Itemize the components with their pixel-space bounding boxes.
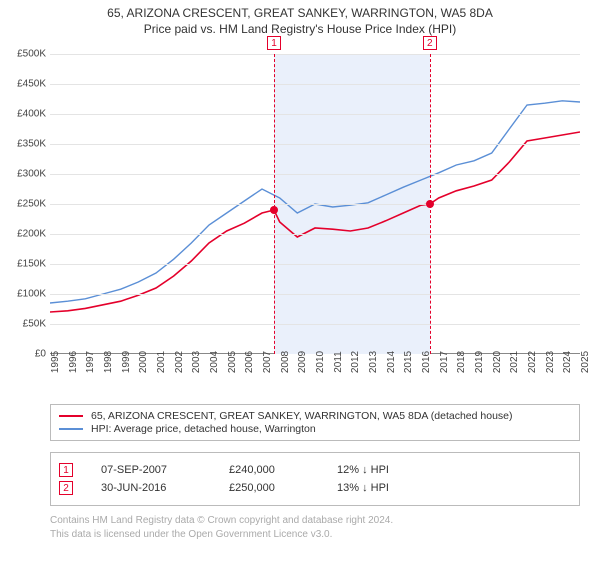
legend-row: HPI: Average price, detached house, Warr…: [59, 423, 571, 435]
legend-swatch: [59, 415, 83, 417]
chart-subtitle: Price paid vs. HM Land Registry's House …: [0, 22, 600, 36]
marker-id-box: 1: [59, 463, 73, 477]
gridline: [50, 174, 580, 175]
gridline: [50, 294, 580, 295]
x-axis-label: 2001: [156, 351, 167, 373]
y-axis-label: £500K: [2, 49, 46, 60]
marker-date: 07-SEP-2007: [101, 464, 201, 476]
gridline: [50, 204, 580, 205]
series-line: [50, 101, 580, 303]
marker-id-box: 2: [59, 481, 73, 495]
marker-diff: 13% ↓ HPI: [337, 482, 457, 494]
y-axis-label: £150K: [2, 259, 46, 270]
attribution: Contains HM Land Registry data © Crown c…: [50, 514, 580, 541]
legend-swatch: [59, 428, 83, 430]
x-axis-label: 1996: [68, 351, 79, 373]
x-axis-label: 2023: [545, 351, 556, 373]
x-axis-label: 2008: [280, 351, 291, 373]
x-axis-label: 2010: [315, 351, 326, 373]
legend-series-box: 65, ARIZONA CRESCENT, GREAT SANKEY, WARR…: [50, 404, 580, 441]
marker-price: £250,000: [229, 482, 309, 494]
x-axis-label: 2002: [174, 351, 185, 373]
y-axis-label: £450K: [2, 79, 46, 90]
attribution-line: Contains HM Land Registry data © Crown c…: [50, 514, 580, 528]
chart-area: £0£50K£100K£150K£200K£250K£300K£350K£400…: [50, 54, 580, 384]
gridline: [50, 54, 580, 55]
x-axis-label: 2000: [138, 351, 149, 373]
y-axis-label: £200K: [2, 229, 46, 240]
x-axis-label: 1999: [121, 351, 132, 373]
marker-date: 30-JUN-2016: [101, 482, 201, 494]
legend-row: 65, ARIZONA CRESCENT, GREAT SANKEY, WARR…: [59, 410, 571, 422]
x-axis-label: 2025: [580, 351, 591, 373]
marker-price: £240,000: [229, 464, 309, 476]
marker-table-row: 1 07-SEP-2007 £240,000 12% ↓ HPI: [59, 463, 571, 477]
x-axis-label: 2019: [474, 351, 485, 373]
gridline: [50, 144, 580, 145]
y-axis-label: £0: [2, 349, 46, 360]
marker-diff: 12% ↓ HPI: [337, 464, 457, 476]
x-axis-label: 1995: [50, 351, 61, 373]
x-axis-label: 2017: [439, 351, 450, 373]
x-axis-label: 1997: [85, 351, 96, 373]
legend-label: HPI: Average price, detached house, Warr…: [91, 423, 316, 435]
y-axis-label: £300K: [2, 169, 46, 180]
marker-table: 1 07-SEP-2007 £240,000 12% ↓ HPI 2 30-JU…: [50, 452, 580, 506]
y-axis-label: £350K: [2, 139, 46, 150]
chart-container: 65, ARIZONA CRESCENT, GREAT SANKEY, WARR…: [0, 6, 600, 566]
gridline: [50, 84, 580, 85]
x-axis-label: 1998: [103, 351, 114, 373]
x-axis-label: 2012: [350, 351, 361, 373]
x-axis-label: 2022: [527, 351, 538, 373]
legend-label: 65, ARIZONA CRESCENT, GREAT SANKEY, WARR…: [91, 410, 513, 422]
marker-vline: [274, 54, 275, 354]
gridline: [50, 324, 580, 325]
x-axis-label: 2021: [509, 351, 520, 373]
y-axis-label: £100K: [2, 289, 46, 300]
x-axis-label: 2007: [262, 351, 273, 373]
x-axis-label: 2003: [191, 351, 202, 373]
y-axis-label: £400K: [2, 109, 46, 120]
attribution-line: This data is licensed under the Open Gov…: [50, 528, 580, 542]
x-axis-label: 2015: [403, 351, 414, 373]
x-axis-label: 2020: [492, 351, 503, 373]
marker-table-row: 2 30-JUN-2016 £250,000 13% ↓ HPI: [59, 481, 571, 495]
x-axis-label: 2009: [297, 351, 308, 373]
marker-dot: [270, 206, 278, 214]
x-axis-label: 2016: [421, 351, 432, 373]
x-axis-label: 2013: [368, 351, 379, 373]
marker-box: 1: [267, 36, 281, 50]
plot-area: £0£50K£100K£150K£200K£250K£300K£350K£400…: [50, 54, 580, 354]
gridline: [50, 264, 580, 265]
x-axis-label: 2006: [244, 351, 255, 373]
x-axis-label: 2024: [562, 351, 573, 373]
gridline: [50, 114, 580, 115]
marker-box: 2: [423, 36, 437, 50]
marker-dot: [426, 200, 434, 208]
x-axis-label: 2014: [386, 351, 397, 373]
y-axis-label: £250K: [2, 199, 46, 210]
y-axis-label: £50K: [2, 319, 46, 330]
x-axis-label: 2011: [333, 351, 344, 373]
x-axis-label: 2004: [209, 351, 220, 373]
x-axis-label: 2018: [456, 351, 467, 373]
x-axis-label: 2005: [227, 351, 238, 373]
chart-title: 65, ARIZONA CRESCENT, GREAT SANKEY, WARR…: [0, 6, 600, 20]
gridline: [50, 234, 580, 235]
